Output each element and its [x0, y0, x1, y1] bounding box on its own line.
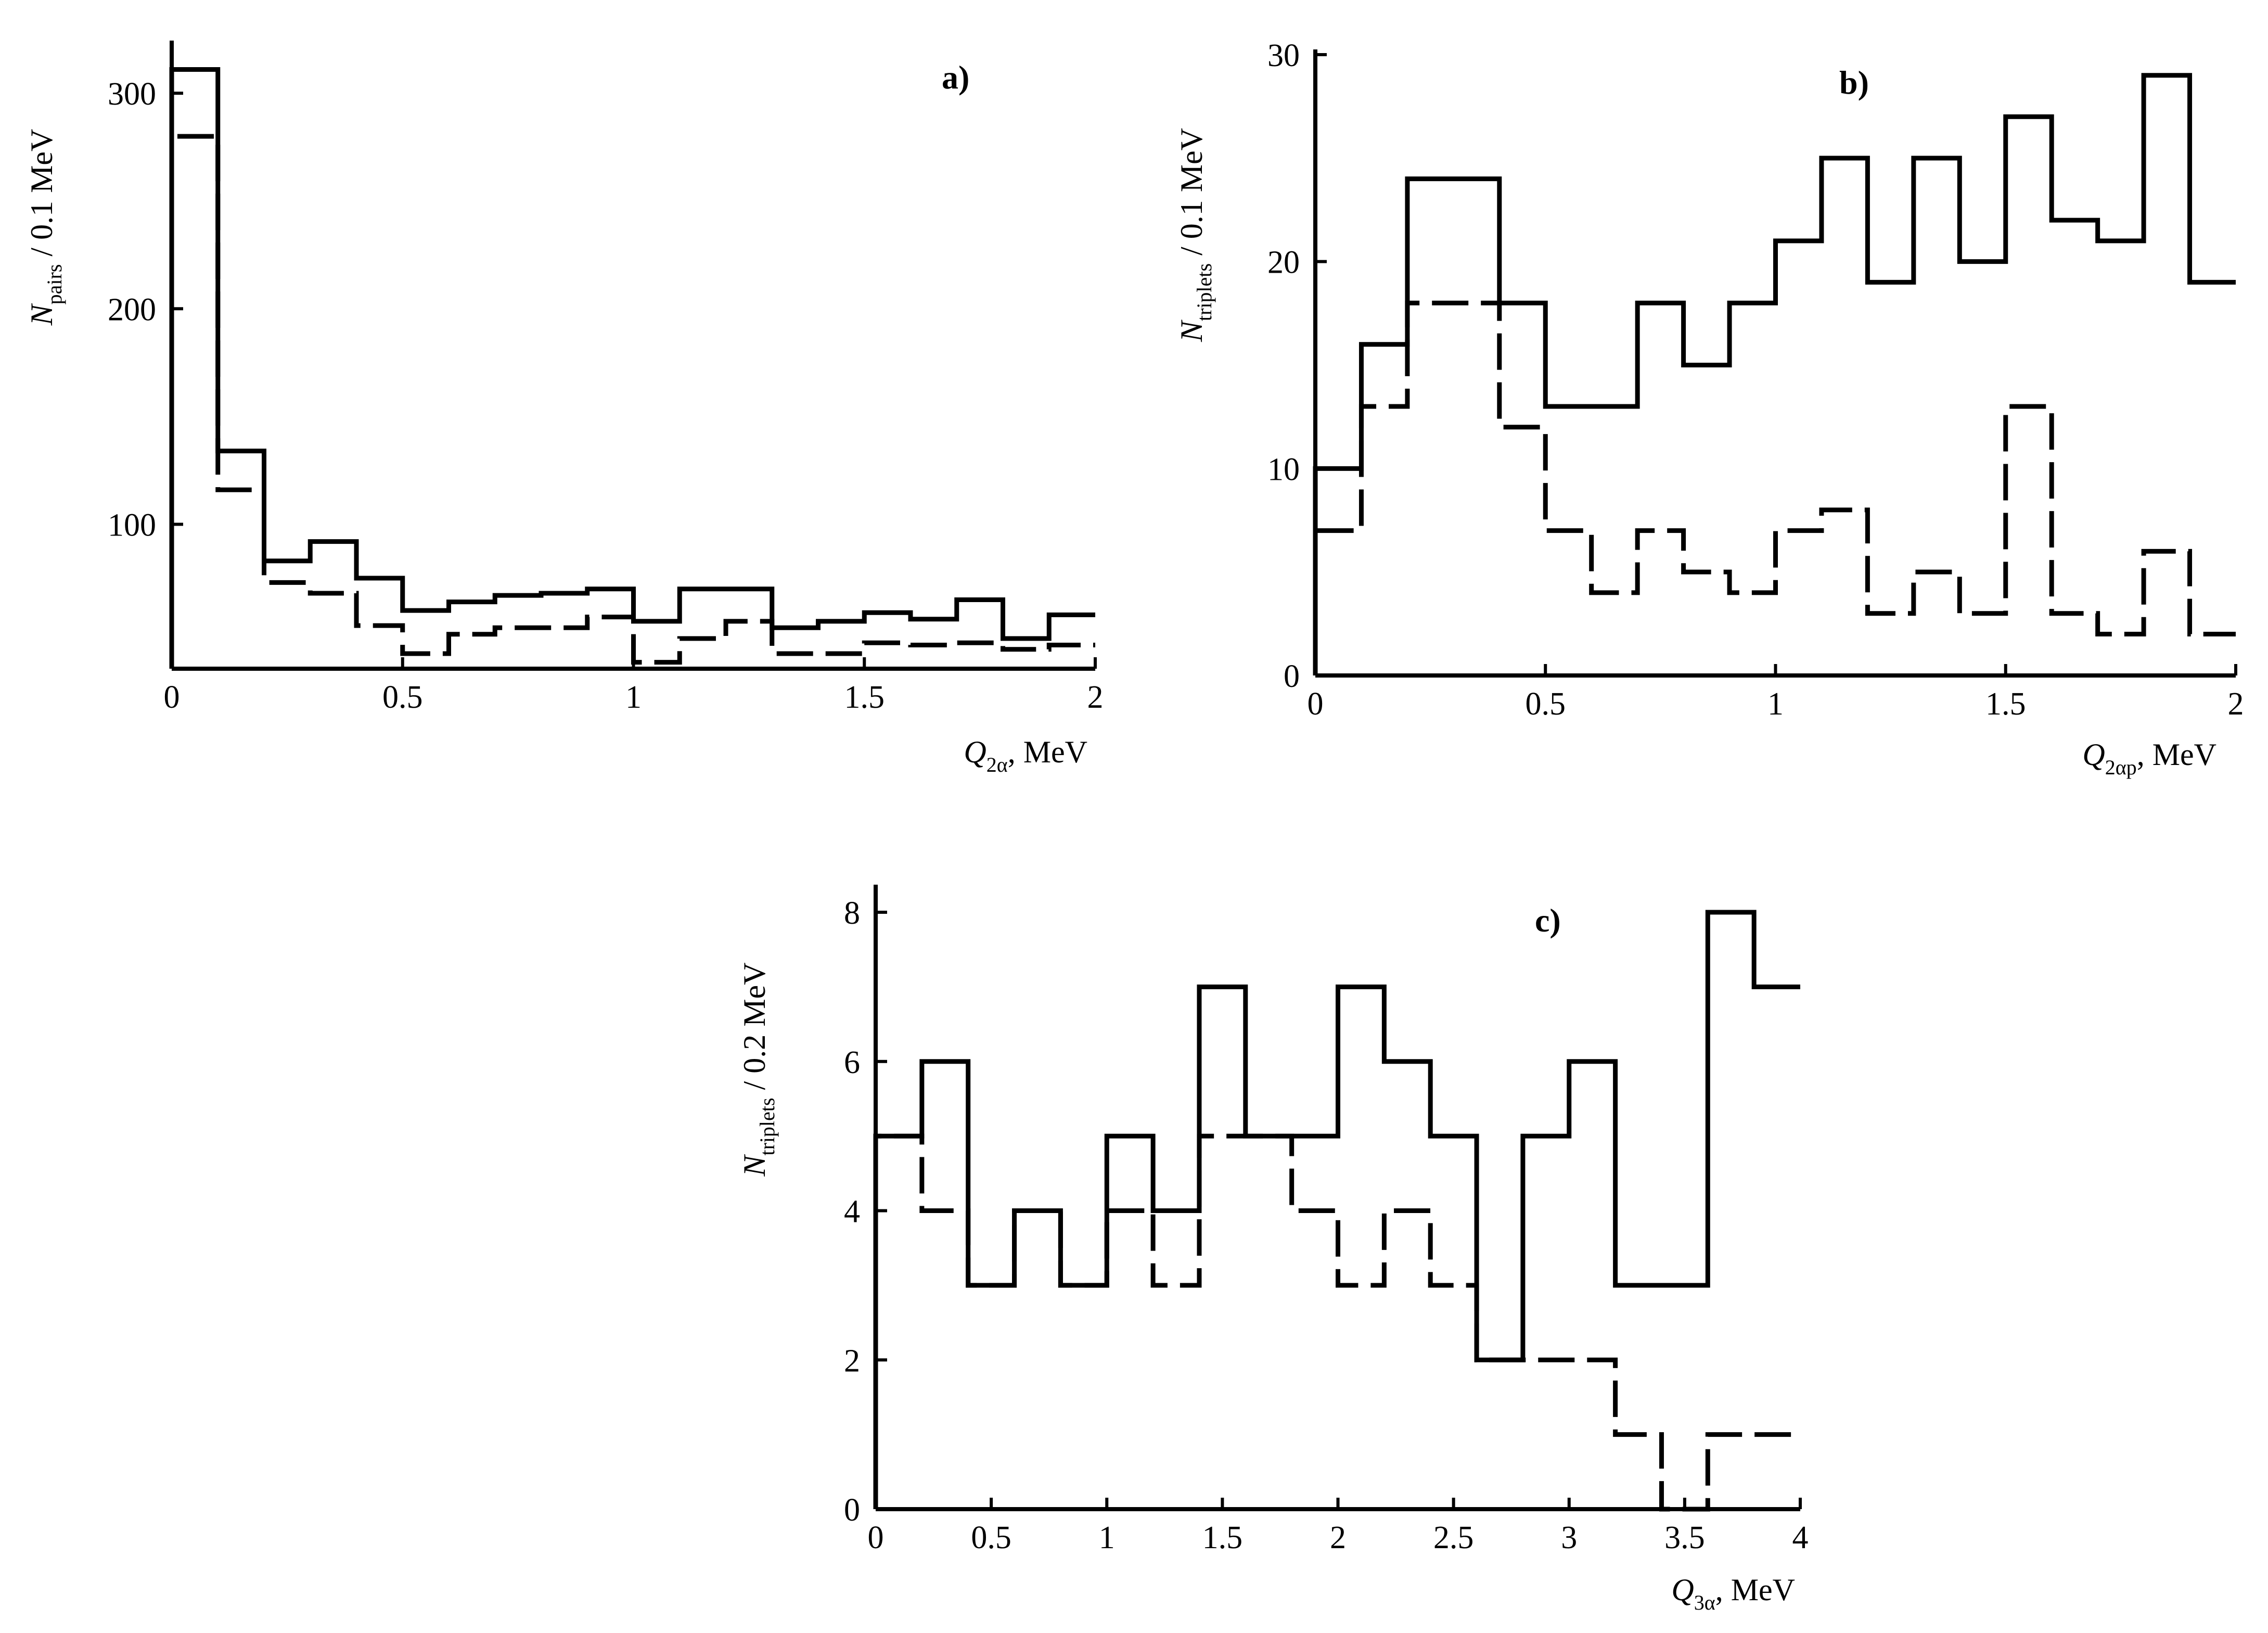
- x-tick-label: 2: [1087, 680, 1104, 715]
- histogram-series-solid: [169, 67, 1095, 669]
- x-tick-label: 1: [625, 680, 642, 715]
- x-axis-label: Q2α, MeV: [964, 735, 1087, 776]
- y-tick-label: 100: [108, 507, 156, 543]
- panel-label: a): [942, 59, 969, 96]
- x-tick-label: 0: [1308, 686, 1324, 722]
- y-tick-label: 10: [1267, 452, 1300, 487]
- histogram-series-dashed: [873, 1133, 1800, 1512]
- x-tick-label: 3.5: [1664, 1520, 1705, 1555]
- panel-label: b): [1839, 64, 1869, 101]
- histogram-series-dashed: [169, 134, 1095, 669]
- x-tick-label: 2: [2228, 686, 2244, 722]
- x-tick-label: 0.5: [382, 680, 423, 715]
- y-axis-label: Npairs / 0.1 MeV: [24, 129, 66, 326]
- x-tick-label: 3: [1561, 1520, 1577, 1555]
- panel-label: c): [1535, 902, 1561, 939]
- x-tick-label: 2: [1330, 1520, 1346, 1555]
- y-tick-label: 4: [844, 1194, 860, 1230]
- y-tick-label: 200: [108, 292, 156, 327]
- x-tick-label: 2.5: [1433, 1520, 1474, 1555]
- chart-panel-a: 0 0.5 1 1.5 2 100 200 300 a) Q2α, MeV Npairs / 0.1…: [24, 41, 1104, 776]
- x-tick-label: 0: [868, 1520, 884, 1555]
- y-tick-label: 2: [844, 1343, 860, 1379]
- histogram-series-solid: [1313, 73, 2236, 675]
- histogram-series-dashed: [1313, 300, 2236, 675]
- y-axis-label: Ntriplets / 0.1 MeV: [1174, 128, 1216, 342]
- x-tick-label: 0.5: [971, 1520, 1011, 1555]
- x-tick-label: 4: [1792, 1520, 1809, 1555]
- x-tick-label: 0.5: [1526, 686, 1566, 722]
- x-tick-label: 1: [1099, 1520, 1115, 1555]
- x-axis-label: Q2αp, MeV: [2082, 737, 2216, 779]
- x-tick-label: 1: [1767, 686, 1784, 722]
- x-axis-label: Q3α, MeV: [1671, 1573, 1795, 1614]
- chart-panel-c: 0 0.5 1 1.5 2 2.5 3 3.5 4 0 2 4 6 8 c) Q3α, MeV Ntriplet…: [737, 885, 1809, 1614]
- y-tick-label: 0: [1284, 659, 1300, 694]
- x-tick-label: 0: [164, 680, 180, 715]
- y-tick-label: 6: [844, 1045, 860, 1080]
- x-tick-label: 1.5: [1202, 1520, 1243, 1555]
- y-axis-label: Ntriplets / 0.2 MeV: [737, 962, 779, 1177]
- y-tick-label: 0: [844, 1492, 860, 1528]
- y-tick-label: 300: [108, 76, 156, 112]
- y-tick-label: 30: [1267, 38, 1300, 73]
- x-tick-label: 1.5: [844, 680, 885, 715]
- y-tick-label: 20: [1267, 245, 1300, 280]
- x-tick-label: 1.5: [1985, 686, 2026, 722]
- y-tick-label: 8: [844, 896, 860, 931]
